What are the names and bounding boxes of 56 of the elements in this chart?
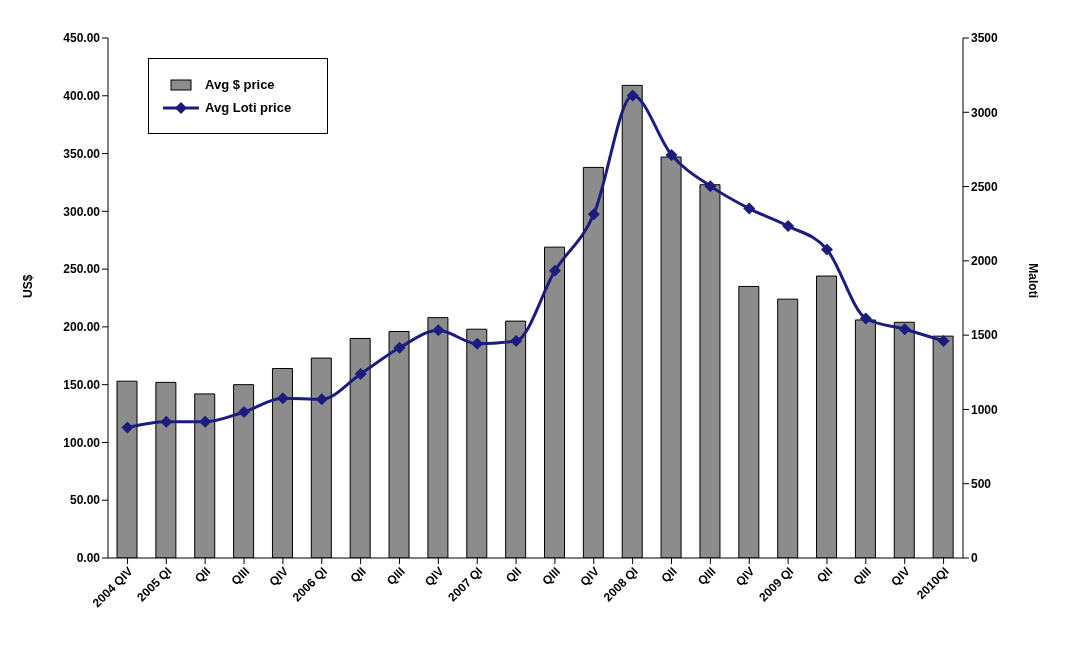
y2-tick-label: 1000: [971, 402, 999, 417]
point: [859, 312, 872, 325]
x-tick-label: QIII: [694, 564, 719, 588]
x-tick-label: QII: [658, 564, 680, 586]
y-tick-label: 450.00: [63, 31, 101, 46]
y2-tick-label: 2500: [971, 179, 999, 194]
point: [743, 202, 756, 215]
legend-label: Avg Loti price: [205, 100, 292, 115]
y2-tick-label: 3500: [971, 31, 999, 46]
y2-tick-label: 1500: [971, 328, 999, 343]
point: [704, 180, 717, 193]
y2-tick-label: 0: [971, 551, 978, 566]
point: [898, 323, 911, 336]
y-tick-label: 0.00: [76, 551, 101, 566]
x-tick-label: QII: [192, 564, 214, 586]
point: [238, 405, 251, 418]
point: [626, 89, 639, 102]
y-tick-label: 100.00: [63, 435, 101, 450]
y2-tick-label: 2000: [971, 254, 999, 269]
x-tick-label: QIII: [539, 564, 564, 588]
point: [820, 243, 833, 256]
y-tick-label: 50.00: [69, 493, 101, 508]
point: [121, 421, 134, 434]
point: [782, 220, 795, 233]
y-tick-label: 400.00: [63, 89, 101, 104]
x-tick-label: QII: [347, 564, 369, 586]
point: [665, 148, 678, 161]
y-tick-label: 150.00: [63, 377, 101, 392]
x-tick-label: QIV: [577, 564, 602, 589]
y-tick-label: 300.00: [63, 204, 101, 219]
point: [393, 341, 406, 354]
x-tick-label: QIV: [421, 564, 447, 589]
x-tick-label: QIII: [228, 564, 253, 588]
point: [937, 334, 950, 347]
y2-tick-label: 500: [971, 476, 992, 491]
x-tick-label: QIII: [850, 564, 874, 588]
y-tick-label: 350.00: [63, 146, 101, 161]
point: [432, 324, 445, 337]
point: [354, 368, 367, 381]
point: [548, 264, 561, 277]
legend-label: Avg $ price: [205, 77, 275, 92]
y2-axis-title: Maloti: [1025, 263, 1040, 298]
x-tick-label: QII: [813, 564, 836, 586]
point: [276, 392, 289, 405]
y-tick-label: 200.00: [63, 320, 101, 335]
x-tick-label: QIV: [888, 564, 913, 589]
x-tick-label: QIV: [266, 564, 292, 589]
point: [587, 208, 600, 221]
y2-tick-label: 3000: [971, 105, 999, 120]
x-tick-label: QIII: [384, 564, 408, 588]
x-tick-label: QIV: [732, 564, 758, 589]
y-axis-title: US$: [21, 274, 36, 298]
x-tick-label: QII: [502, 564, 525, 586]
y-tick-label: 250.00: [63, 262, 101, 277]
point: [199, 415, 212, 428]
point: [510, 334, 523, 347]
